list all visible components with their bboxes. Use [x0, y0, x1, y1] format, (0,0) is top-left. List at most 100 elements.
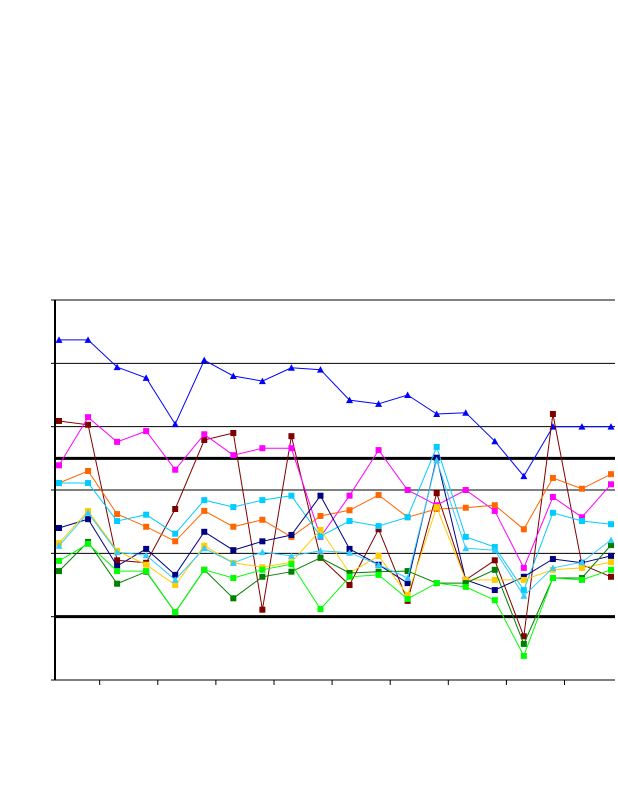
- marker: [85, 516, 92, 523]
- marker: [172, 582, 179, 588]
- marker: [549, 493, 556, 500]
- marker: [288, 531, 295, 538]
- marker: [143, 561, 150, 568]
- marker: [317, 533, 324, 540]
- marker: [56, 525, 62, 531]
- marker: [85, 480, 92, 487]
- marker: [520, 526, 527, 533]
- marker: [404, 595, 411, 602]
- marker: [143, 568, 150, 575]
- marker: [114, 563, 121, 569]
- marker: [520, 472, 528, 480]
- series-line: [58, 470, 612, 542]
- marker: [200, 544, 208, 552]
- marker: [608, 471, 614, 478]
- marker: [520, 587, 527, 594]
- marker: [172, 609, 179, 616]
- marker: [346, 569, 353, 576]
- marker: [608, 552, 614, 559]
- marker: [229, 372, 237, 379]
- marker: [56, 417, 62, 424]
- marker: [578, 514, 585, 521]
- series-line: [59, 339, 611, 477]
- marker: [288, 492, 295, 499]
- marker: [375, 552, 382, 559]
- marker: [520, 633, 527, 640]
- marker: [56, 557, 62, 564]
- marker: [230, 575, 237, 582]
- marker: [462, 533, 469, 540]
- marker: [230, 452, 237, 459]
- marker: [375, 561, 383, 568]
- marker: [258, 377, 266, 385]
- marker: [172, 571, 179, 578]
- marker: [433, 580, 440, 587]
- marker: [85, 421, 92, 428]
- marker: [462, 580, 469, 587]
- marker: [288, 561, 295, 568]
- marker: [287, 364, 295, 371]
- marker: [171, 420, 179, 428]
- marker: [172, 530, 179, 537]
- marker: [85, 540, 92, 547]
- marker: [520, 576, 527, 583]
- marker: [55, 336, 63, 343]
- marker: [608, 573, 614, 580]
- marker: [142, 374, 150, 381]
- marker: [259, 516, 266, 523]
- marker: [608, 542, 614, 549]
- marker: [608, 566, 614, 573]
- marker: [259, 566, 266, 573]
- marker: [259, 573, 266, 580]
- marker: [259, 497, 266, 504]
- marker: [143, 545, 150, 552]
- marker: [346, 549, 354, 556]
- marker: [317, 606, 324, 613]
- marker: [607, 536, 615, 544]
- marker: [55, 542, 63, 549]
- marker: [346, 518, 353, 525]
- marker: [84, 336, 92, 343]
- series-line: [58, 457, 612, 591]
- marker: [85, 468, 92, 474]
- marker: [375, 523, 382, 530]
- marker: [375, 492, 382, 499]
- marker: [375, 568, 382, 575]
- marker: [113, 363, 121, 371]
- marker: [142, 551, 150, 559]
- marker: [520, 592, 528, 599]
- marker: [549, 556, 556, 563]
- marker: [288, 568, 295, 575]
- marker: [404, 592, 411, 599]
- marker: [404, 514, 411, 521]
- marker: [462, 487, 469, 493]
- marker: [549, 509, 556, 516]
- marker: [172, 506, 179, 512]
- marker: [491, 502, 498, 509]
- marker: [491, 597, 498, 604]
- marker: [491, 557, 498, 564]
- marker: [56, 480, 62, 487]
- marker: [201, 436, 208, 443]
- marker: [317, 554, 324, 561]
- marker: [316, 366, 324, 373]
- marker: [201, 507, 208, 514]
- marker: [346, 507, 353, 514]
- marker: [433, 410, 441, 417]
- marker: [520, 564, 527, 571]
- marker: [56, 462, 62, 469]
- marker: [230, 547, 237, 554]
- marker: [375, 526, 382, 533]
- marker: [172, 466, 179, 473]
- marker: [258, 548, 266, 556]
- marker: [578, 576, 585, 583]
- marker: [114, 518, 121, 525]
- marker: [259, 538, 266, 545]
- marker: [549, 474, 556, 481]
- marker: [200, 356, 208, 364]
- marker: [520, 573, 527, 580]
- marker: [375, 447, 382, 454]
- marker: [433, 490, 440, 497]
- series-line: [59, 445, 612, 592]
- marker: [317, 526, 324, 533]
